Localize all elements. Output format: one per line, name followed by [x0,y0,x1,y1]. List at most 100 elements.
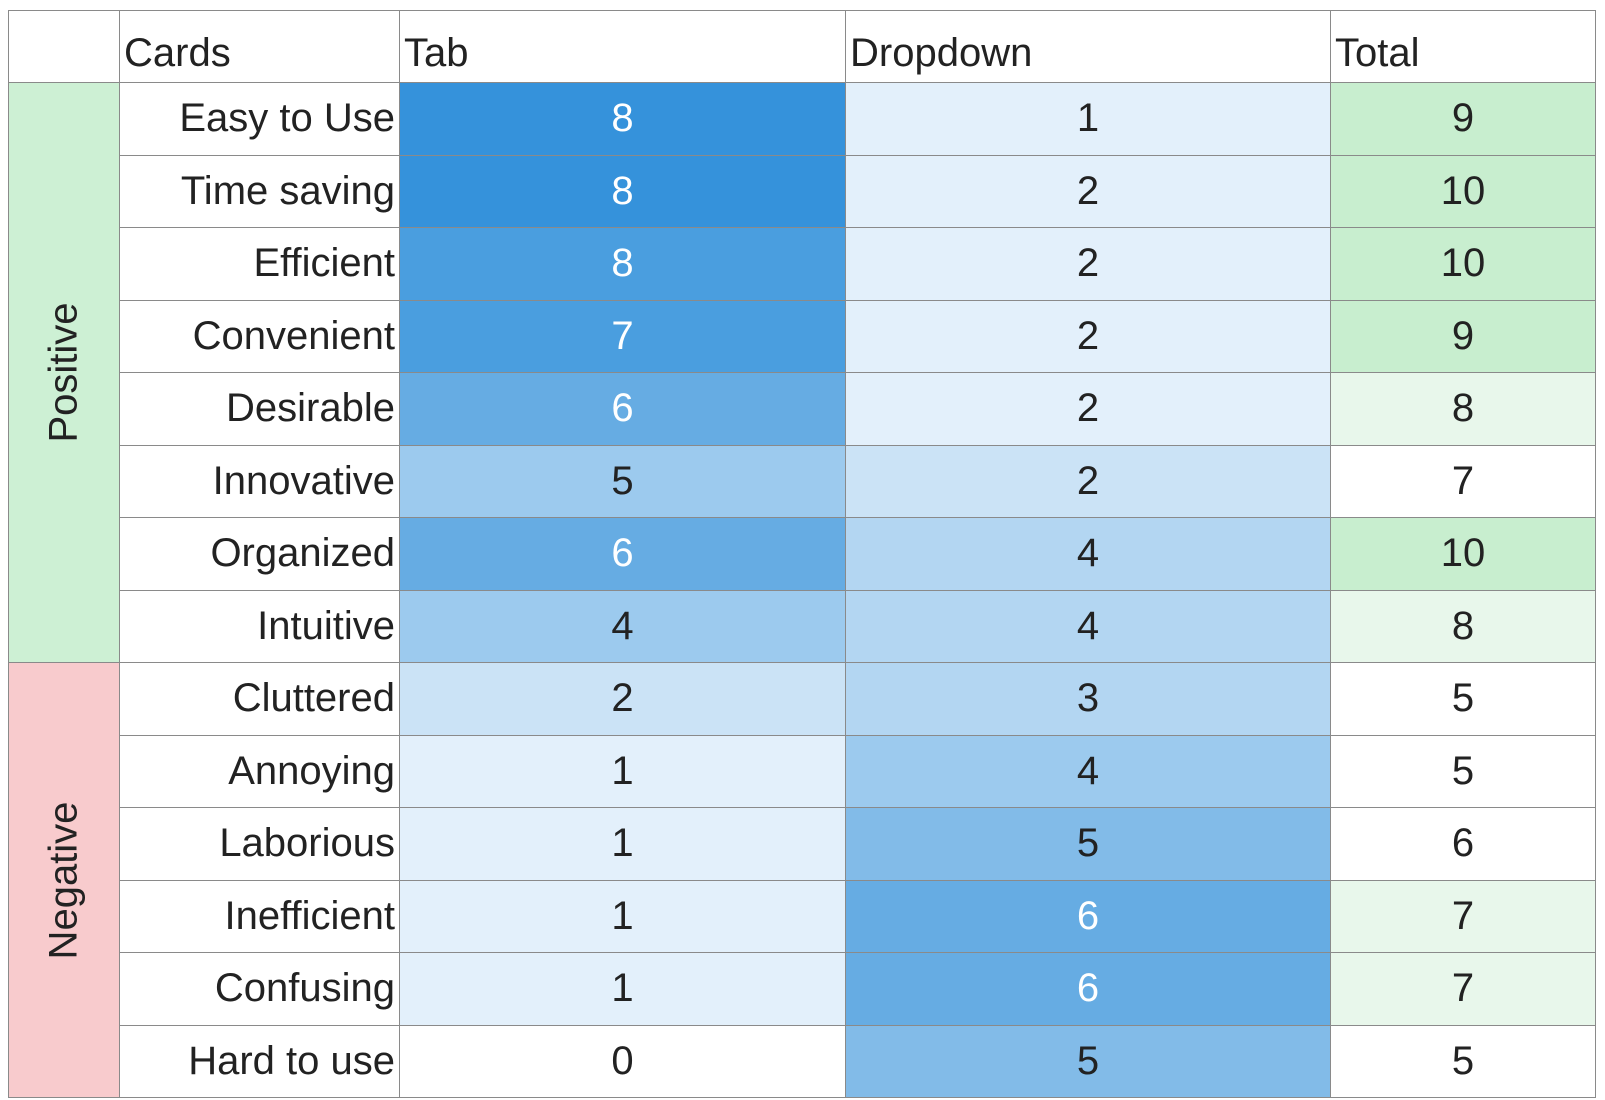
cell-text: 5 [1451,1038,1475,1083]
column-header: Tab [399,10,846,83]
cell-text: 5 [1451,748,1475,793]
column-header: Cards [119,10,400,83]
cell-text: 2 [1076,168,1100,213]
total-count: 7 [1330,879,1596,953]
cell-text: Hard to use [188,1038,395,1083]
cell-text: 2 [611,676,634,721]
dropdown-count: 2 [845,154,1331,228]
total-count: 10 [1330,154,1596,228]
dropdown-count: 6 [845,952,1331,1026]
cell-text: Positive [41,302,86,443]
card-label: Organized [119,517,400,591]
cell-text: 1 [611,966,634,1011]
column-header: Total [1330,10,1596,83]
cell-text: Laborious [219,821,395,866]
cell-text: 8 [611,96,634,141]
tab-count: 1 [399,807,846,881]
cell-text: 7 [611,313,634,358]
cell-text: Cards [124,31,231,75]
cell-text: 4 [1076,603,1100,648]
dropdown-count: 2 [845,372,1331,446]
tab-count: 7 [399,299,846,373]
cell-text: 2 [1076,386,1100,431]
cell-text: 1 [611,821,634,866]
cell-text: 7 [1451,893,1475,938]
cell-text: 3 [1076,676,1100,721]
cell-text: 1 [1076,96,1100,141]
cell-text: 6 [611,531,634,576]
cell-text: Dropdown [850,31,1033,75]
cell-text: 5 [611,458,634,503]
cell-text: 7 [1451,966,1475,1011]
dropdown-count: 2 [845,299,1331,373]
cell-text: Desirable [226,386,395,431]
cell-text: 5 [1076,1038,1100,1083]
card-label: Inefficient [119,879,400,953]
tab-count: 6 [399,517,846,591]
cell-text: 5 [1451,676,1475,721]
total-count: 7 [1330,444,1596,518]
header-corner [8,10,120,83]
cell-text: Confusing [214,966,395,1011]
cell-text: 6 [1076,893,1100,938]
card-label: Desirable [119,372,400,446]
dropdown-count: 4 [845,589,1331,663]
card-label: Laborious [119,807,400,881]
cell-text: 7 [1451,458,1475,503]
total-count: 6 [1330,807,1596,881]
tab-count: 1 [399,952,846,1026]
tab-count: 6 [399,372,846,446]
cell-text: 8 [1451,603,1475,648]
total-count: 5 [1330,1024,1596,1098]
tab-count: 5 [399,444,846,518]
total-count: 9 [1330,82,1596,156]
cell-text: 2 [1076,458,1100,503]
cell-text: 4 [611,603,634,648]
cell-text: 6 [611,386,634,431]
total-count: 8 [1330,372,1596,446]
cell-text: Negative [41,801,86,959]
total-count: 10 [1330,517,1596,591]
total-count: 10 [1330,227,1596,301]
cell-text: Tab [404,31,469,75]
dropdown-count: 4 [845,517,1331,591]
group-label: Negative [8,662,120,1098]
cell-text: 2 [1076,241,1100,286]
card-label: Easy to Use [119,82,400,156]
cell-text: 1 [611,748,634,793]
total-count: 7 [1330,952,1596,1026]
total-count: 8 [1330,589,1596,663]
card-label: Efficient [119,227,400,301]
cell-text: 10 [1440,531,1486,576]
tab-count: 4 [399,589,846,663]
tab-count: 0 [399,1024,846,1098]
tab-count: 8 [399,82,846,156]
dropdown-count: 2 [845,444,1331,518]
column-header: Dropdown [845,10,1331,83]
cell-text: 9 [1451,313,1475,358]
cell-text: 10 [1440,168,1486,213]
dropdown-count: 4 [845,734,1331,808]
cell-text: Intuitive [257,603,395,648]
tab-count: 8 [399,227,846,301]
cell-text: 8 [611,168,634,213]
dropdown-count: 5 [845,807,1331,881]
cell-text: 8 [611,241,634,286]
tab-count: 1 [399,879,846,953]
cell-text: 8 [1451,386,1475,431]
dropdown-count: 5 [845,1024,1331,1098]
cell-text: Time saving [180,168,395,213]
cell-text: Innovative [212,458,395,503]
cell-text: 10 [1440,241,1486,286]
cell-text: 4 [1076,748,1100,793]
cell-text: 1 [611,893,634,938]
dropdown-count: 1 [845,82,1331,156]
cell-text: Annoying [228,748,395,793]
dropdown-count: 6 [845,879,1331,953]
cell-text: Total [1335,31,1420,75]
cell-text: Easy to Use [179,96,395,141]
cell-text: 6 [1451,821,1475,866]
cell-text: 0 [611,1038,634,1083]
cell-text: Cluttered [232,676,395,721]
